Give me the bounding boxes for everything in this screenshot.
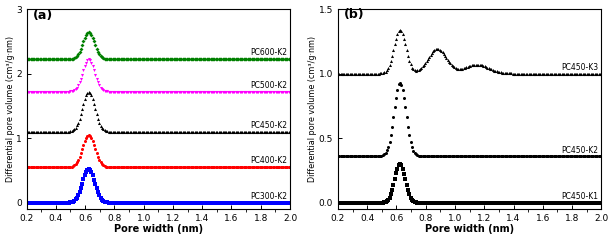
Text: PC600-K2: PC600-K2 — [250, 48, 287, 57]
Text: PC400-K2: PC400-K2 — [250, 156, 287, 165]
Text: PC450-K1: PC450-K1 — [561, 192, 599, 201]
Text: PC450-K3: PC450-K3 — [561, 63, 599, 72]
Text: (b): (b) — [344, 8, 364, 21]
X-axis label: Pore width (nm): Pore width (nm) — [114, 224, 203, 234]
X-axis label: Pore width (nm): Pore width (nm) — [425, 224, 514, 234]
Text: (a): (a) — [33, 9, 53, 22]
Text: PC500-K2: PC500-K2 — [250, 81, 287, 90]
Text: PC300-K2: PC300-K2 — [250, 192, 287, 201]
Y-axis label: Differential pore volume (cm³/g·nm): Differential pore volume (cm³/g·nm) — [6, 36, 15, 182]
Text: PC450-K2: PC450-K2 — [250, 121, 287, 130]
Text: PC450-K2: PC450-K2 — [561, 146, 599, 155]
Y-axis label: Differential pore volume (cm³/g·nm): Differential pore volume (cm³/g·nm) — [308, 36, 317, 182]
